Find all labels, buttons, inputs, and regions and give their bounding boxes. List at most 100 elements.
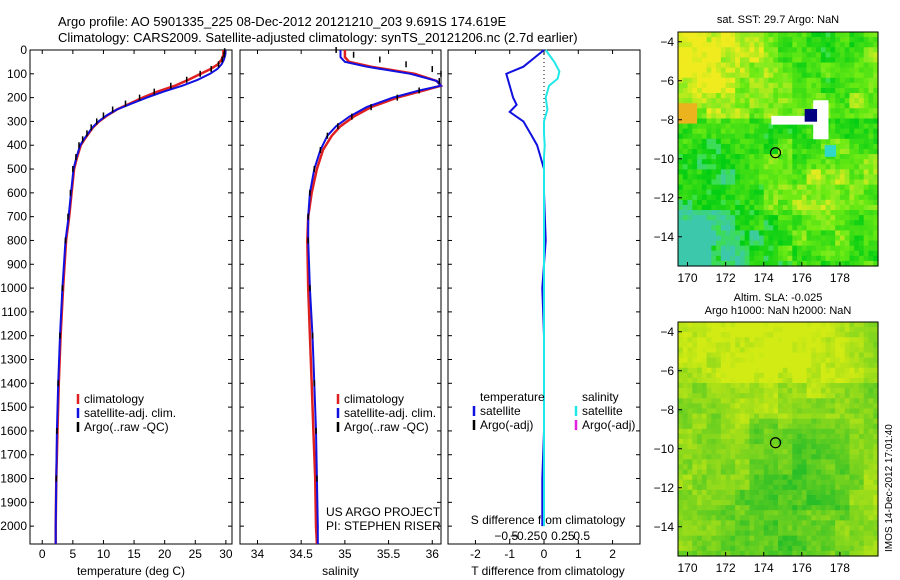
- map-cell: [735, 357, 741, 364]
- map-cell: [744, 87, 751, 94]
- map-cell: [739, 210, 746, 216]
- map-cell: [816, 52, 822, 59]
- map-cell: [758, 255, 765, 262]
- map-cell: [782, 449, 789, 455]
- map-cell: [739, 108, 746, 114]
- map-cell: [806, 87, 812, 94]
- y-tick-label: 1600: [0, 424, 27, 438]
- map-cell: [820, 510, 827, 516]
- map-cell: [706, 108, 712, 114]
- map-cell: [706, 489, 712, 496]
- map-cell: [835, 403, 841, 410]
- map-cell: [782, 179, 789, 186]
- map-cell: [768, 423, 774, 430]
- map-cell: [773, 337, 779, 343]
- map-cell: [692, 377, 698, 384]
- map-cell: [839, 93, 846, 99]
- map-y-tick-label: −6: [660, 74, 674, 88]
- map-cell: [778, 194, 784, 201]
- map-cell: [792, 540, 798, 547]
- map-cell: [801, 357, 808, 364]
- map-cell: [735, 530, 741, 537]
- map-cell: [706, 164, 712, 170]
- map-cell: [706, 484, 712, 491]
- map-cell: [711, 204, 717, 211]
- map-cell: [768, 377, 774, 384]
- map-cell: [744, 210, 751, 216]
- map-cell: [735, 108, 741, 114]
- map-cell: [711, 352, 717, 359]
- map-cell: [687, 215, 693, 221]
- map-cell: [749, 103, 755, 109]
- map-cell: [839, 469, 846, 476]
- map-cell: [825, 159, 831, 165]
- map-cell: [744, 37, 751, 43]
- map-cell: [858, 32, 865, 38]
- map-cell: [720, 169, 727, 176]
- map-cell: [797, 327, 803, 333]
- map-cell: [706, 220, 712, 226]
- map-cell: [678, 113, 684, 120]
- map-cell: [687, 225, 693, 231]
- map-cell: [739, 515, 746, 521]
- map-cell: [811, 362, 817, 369]
- map-cell: [744, 383, 751, 389]
- map-cell: [863, 423, 870, 430]
- map-cell: [749, 189, 755, 196]
- map-cell: [863, 494, 870, 501]
- map-cell: [811, 159, 817, 165]
- map-cell: [835, 428, 841, 435]
- map-cell: [754, 444, 760, 450]
- map-cell: [754, 433, 760, 440]
- map-cell: [825, 37, 831, 43]
- map-cell: [687, 154, 693, 160]
- map-cell: [730, 489, 736, 496]
- map-cell: [816, 383, 822, 389]
- map-cell: [725, 357, 731, 364]
- map-cell: [720, 464, 727, 471]
- map-cell: [806, 418, 812, 425]
- map-cell: [830, 220, 836, 226]
- map-cell: [711, 383, 717, 389]
- map-cell: [816, 250, 822, 257]
- map-cell: [749, 413, 755, 420]
- map-cell: [730, 423, 736, 430]
- map-cell: [782, 42, 789, 48]
- map-cell: [711, 439, 717, 445]
- map-cell: [711, 347, 717, 354]
- map-cell: [730, 352, 736, 359]
- map-cell: [820, 72, 827, 79]
- map-cell: [739, 383, 746, 389]
- map-cell: [830, 138, 836, 145]
- map-cell: [820, 545, 827, 552]
- map-cell: [744, 159, 751, 165]
- map-cell: [749, 118, 755, 125]
- map-cell: [839, 245, 846, 252]
- map-cell: [725, 149, 731, 155]
- map-cell: [782, 235, 789, 242]
- map-cell: [839, 220, 846, 226]
- map-cell: [763, 154, 770, 160]
- map-cell: [678, 138, 684, 145]
- map-cell: [749, 204, 755, 211]
- map-cell: [730, 87, 736, 94]
- map-cell: [778, 62, 784, 69]
- map-cell: [735, 505, 741, 511]
- map-cell: [754, 494, 760, 501]
- map-cell: [811, 87, 817, 94]
- map-cell: [725, 98, 731, 104]
- map-cell: [787, 383, 793, 389]
- map-cell: [797, 423, 803, 430]
- map-cell: [787, 32, 793, 38]
- map-cell: [687, 199, 693, 206]
- map-cell: [782, 489, 789, 496]
- map-cell: [706, 444, 712, 450]
- map-cell: [835, 515, 841, 521]
- map-cell: [806, 189, 812, 196]
- map-cell: [778, 82, 784, 89]
- map-cell: [863, 505, 870, 511]
- map-cell: [716, 108, 722, 114]
- diff-legend-salinity-header: salinity: [582, 390, 619, 404]
- map-cell: [792, 535, 798, 542]
- map-cell: [839, 57, 846, 64]
